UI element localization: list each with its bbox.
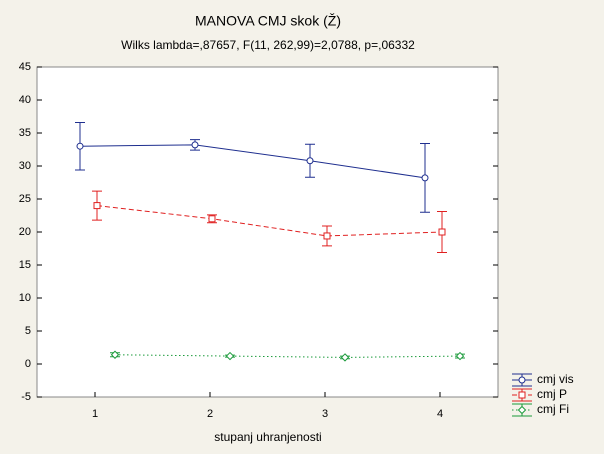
y-tick-label: 5 — [25, 325, 31, 337]
point — [208, 215, 216, 223]
legend-label: cmj P — [537, 387, 567, 401]
y-tick-label: 0 — [25, 358, 31, 370]
point — [340, 353, 350, 362]
y-tick-label: 35 — [19, 127, 31, 139]
point — [191, 141, 199, 149]
y-tick-label: 20 — [19, 226, 31, 238]
point — [323, 232, 331, 240]
point — [110, 350, 120, 359]
x-tick-label: 2 — [207, 408, 213, 420]
point — [421, 174, 429, 182]
y-tick-label: 15 — [19, 259, 31, 271]
chart-title: MANOVA CMJ skok (Ž) — [195, 13, 341, 29]
y-tick-label: 25 — [19, 193, 31, 205]
plot-area — [36, 66, 499, 398]
point — [76, 142, 84, 150]
x-tick-label: 4 — [437, 408, 443, 420]
y-tick-label: 45 — [19, 61, 31, 73]
y-tick-label: 40 — [19, 94, 31, 106]
legend-label: cmj vis — [537, 372, 574, 386]
point — [93, 202, 101, 210]
point — [306, 157, 314, 165]
series-line — [114, 354, 461, 358]
y-tick-label: -5 — [21, 391, 31, 403]
x-tick-label: 1 — [92, 408, 98, 420]
point — [517, 405, 527, 415]
series-line — [96, 205, 443, 237]
chart-subtitle: Wilks lambda=,87657, F(11, 262,99)=2,078… — [121, 38, 415, 52]
series-line — [79, 144, 426, 179]
x-axis-label: stupanj uhranjenosti — [214, 430, 321, 444]
point — [518, 391, 526, 399]
point — [518, 376, 526, 384]
point — [438, 228, 446, 236]
y-tick-label: 30 — [19, 160, 31, 172]
legend-label: cmj Fi — [537, 402, 569, 416]
point — [225, 351, 235, 361]
point — [455, 351, 465, 361]
x-tick-label: 3 — [322, 408, 328, 420]
y-tick-label: 10 — [19, 292, 31, 304]
